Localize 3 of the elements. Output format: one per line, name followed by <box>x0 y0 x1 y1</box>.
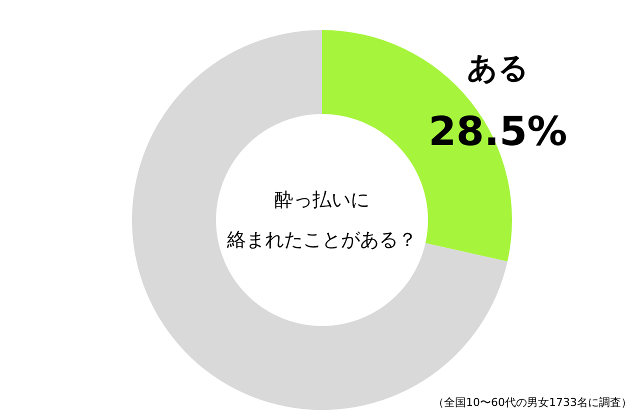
text: 酔っ払いに絡まれたことがある？ <box>226 189 417 251</box>
slice-label: ある <box>466 51 529 86</box>
text: （全国10〜60代の男女1733名に調査） <box>433 396 632 409</box>
